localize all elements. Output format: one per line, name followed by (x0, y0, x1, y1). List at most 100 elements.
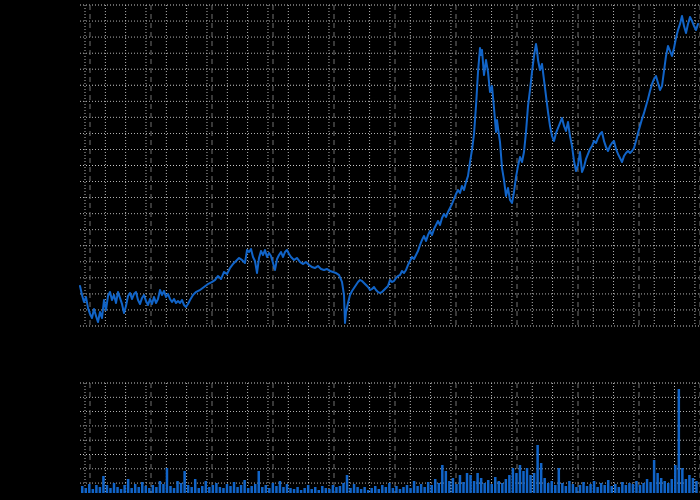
volume-bar (614, 484, 617, 493)
volume-bar (546, 483, 550, 493)
volume-bar (539, 463, 543, 493)
volume-bar (317, 490, 321, 493)
volume-bar (638, 485, 642, 493)
volume-bar (518, 465, 522, 493)
volume-bar (278, 481, 282, 493)
volume-bar (635, 481, 638, 493)
volume-bar (444, 471, 448, 493)
volume-bar (328, 489, 331, 493)
volume-bar (381, 485, 384, 493)
volume-bar (402, 487, 405, 493)
volume-bar (243, 480, 246, 493)
volume-bar (137, 487, 140, 493)
volume-bar (246, 488, 250, 493)
volume-bar (437, 483, 441, 493)
volume-bar (95, 485, 98, 493)
volume-bar (642, 483, 645, 493)
price-series-path (79, 15, 699, 324)
volume-bar (430, 485, 433, 493)
volume-bar (469, 475, 472, 493)
volume-panel-gridlines (80, 382, 700, 493)
volume-bar (479, 478, 483, 493)
volume-bar (663, 481, 666, 493)
volume-bar (190, 487, 193, 493)
volume-bar (264, 485, 268, 493)
volume-bar (292, 489, 296, 493)
volume-bar (388, 483, 391, 493)
volume-bar (373, 486, 377, 493)
volume-bar (603, 485, 606, 493)
volume-bar (532, 473, 536, 493)
volume-bar (356, 487, 359, 493)
volume-bar (116, 487, 119, 493)
volume-bar (204, 481, 208, 493)
volume-bars (81, 389, 698, 493)
volume-bar (465, 473, 469, 493)
volume-bar (148, 488, 151, 493)
volume-bar (585, 486, 589, 493)
volume-bar (405, 485, 409, 493)
volume-bar (628, 483, 631, 493)
volume-bar (109, 488, 112, 493)
volume-bar (571, 484, 575, 493)
volume-bar (253, 484, 257, 493)
volume-bar (303, 488, 306, 493)
volume-bar (674, 465, 677, 493)
volume-bar (271, 483, 275, 493)
volume-bar (105, 485, 109, 493)
volume-bar (324, 488, 328, 493)
volume-bar (695, 481, 698, 493)
volume-bar (659, 478, 663, 493)
volume-bar (215, 483, 218, 493)
volume-bar (610, 486, 613, 493)
volume-bar (426, 482, 430, 493)
volume-bar (218, 487, 222, 493)
volume-bar (193, 479, 197, 493)
volume-bar (606, 480, 610, 493)
volume-bar (275, 486, 278, 493)
volume-bar (448, 481, 451, 493)
volume-bar (141, 482, 144, 493)
volume-bar (208, 487, 211, 493)
volume-bar (624, 485, 628, 493)
volume-bar (582, 482, 585, 493)
volume-bar (239, 485, 243, 493)
volume-bar (158, 481, 162, 493)
volume-bar (349, 488, 352, 493)
volume-bar (112, 483, 116, 493)
volume-bar (568, 481, 571, 493)
volume-bar (229, 486, 232, 493)
volume-bar (557, 468, 561, 493)
volume-bar (599, 483, 603, 493)
volume-bar (423, 487, 426, 493)
volume-bar (684, 479, 688, 493)
volume-bar (338, 486, 342, 493)
volume-bar (561, 483, 564, 493)
volume-bar (412, 481, 416, 493)
volume-bar (398, 489, 402, 493)
volume-bar (458, 475, 462, 493)
volume-bar (98, 487, 102, 493)
volume-bar (313, 487, 317, 493)
volume-bar (144, 486, 148, 493)
volume-bar (384, 487, 388, 493)
volume-bar (486, 480, 490, 493)
volume-bar (490, 484, 493, 493)
volume-bar (522, 471, 525, 493)
volume-bar (250, 486, 253, 493)
volume-bar (289, 488, 292, 493)
volume-bar (151, 485, 155, 493)
volume-bar (511, 468, 515, 493)
volume-bar (123, 485, 126, 493)
volume-bar (681, 468, 684, 493)
volume-bar (494, 477, 497, 493)
volume-bar (88, 484, 91, 493)
volume-bar (299, 490, 303, 493)
volume-bar (268, 488, 271, 493)
volume-bar (119, 489, 123, 493)
volume-bar (621, 482, 624, 493)
volume-bar (179, 483, 183, 493)
volume-bar (666, 483, 670, 493)
